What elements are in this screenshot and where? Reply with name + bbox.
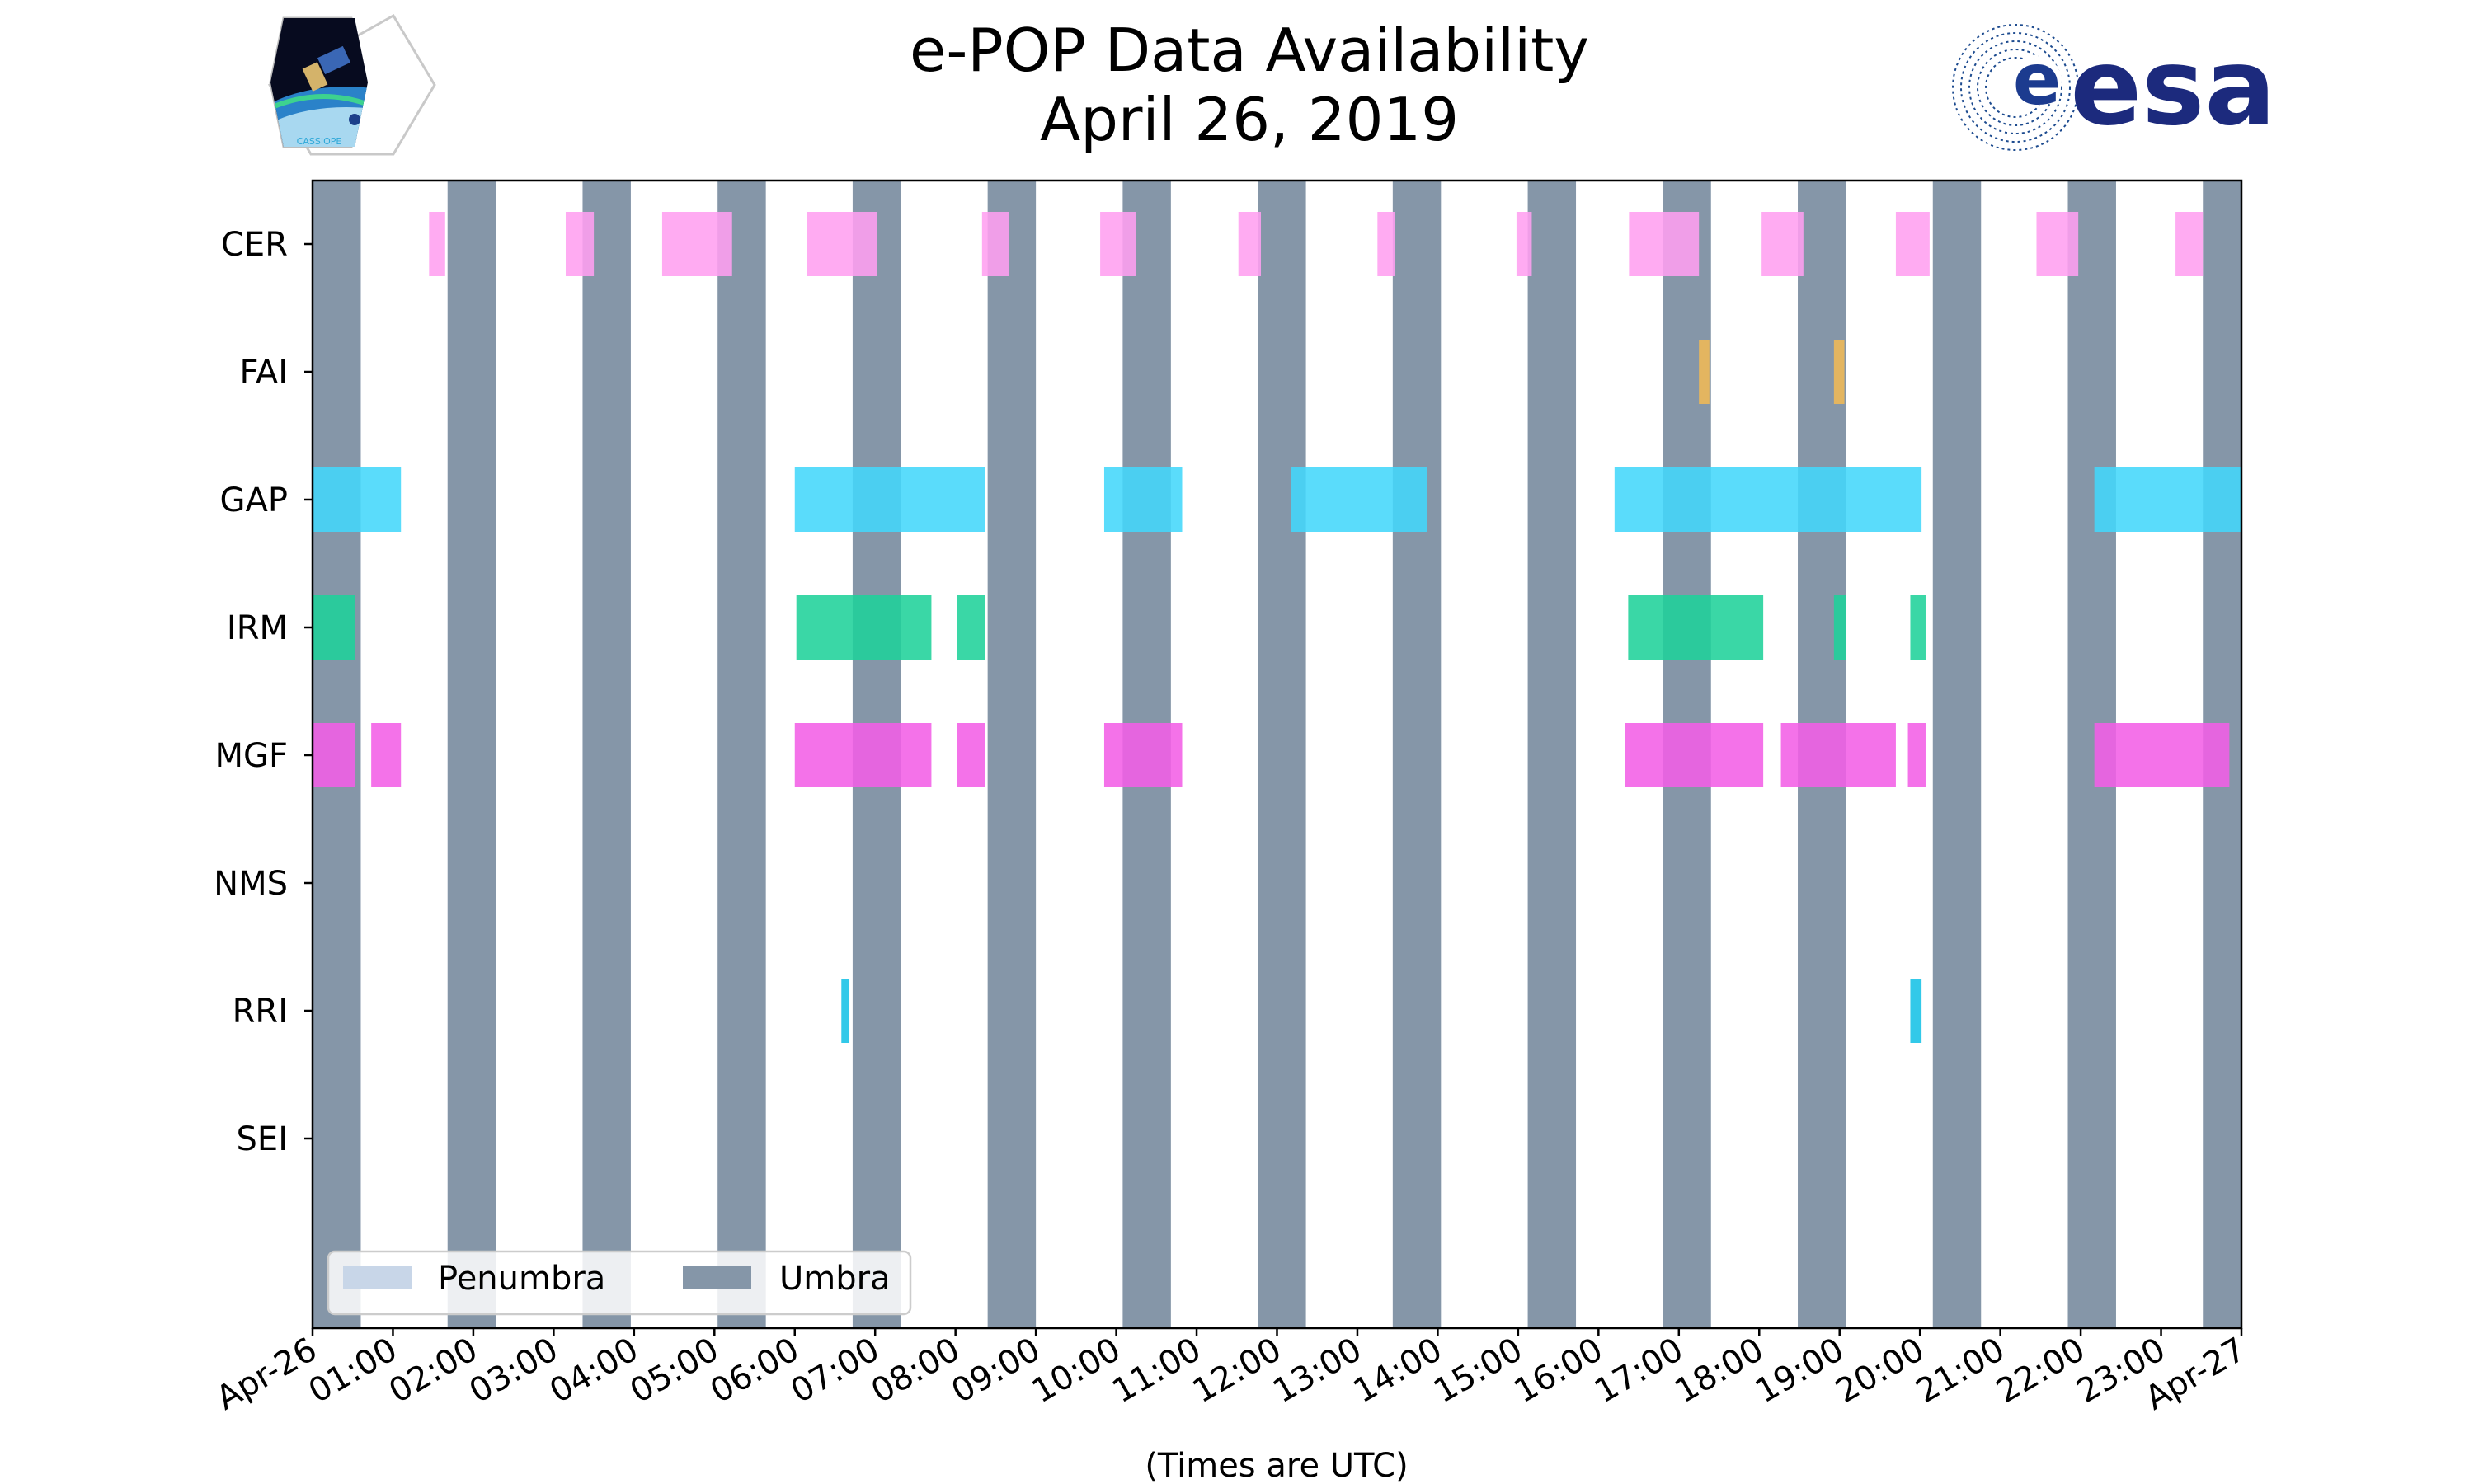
svg-text:e: e (2013, 39, 2061, 121)
chart-title: e-POP Data Availability (910, 16, 1589, 85)
x-tick-label: 11:00 (1106, 1331, 1207, 1411)
availability-bar-cer (2175, 212, 2204, 276)
availability-bar-cer (1238, 212, 1262, 276)
availability-bar-rri (841, 979, 850, 1043)
availability-bar-gap (794, 467, 985, 532)
x-tick-label: 04:00 (543, 1331, 645, 1411)
availability-bar-cer (2036, 212, 2079, 276)
x-tick-label: 15:00 (1427, 1331, 1529, 1411)
x-tick-label: 12:00 (1187, 1331, 1288, 1411)
availability-bar-mgf (2094, 723, 2230, 787)
x-tick-label: 10:00 (1026, 1331, 1127, 1411)
availability-bar-cer (429, 212, 445, 276)
availability-bar-mgf (1907, 723, 1926, 787)
x-tick-label: 05:00 (623, 1331, 725, 1411)
legend-label-penumbra: Penumbra (438, 1260, 605, 1298)
availability-bar-gap (1103, 467, 1183, 532)
x-tick-label: Apr-26 (210, 1331, 323, 1418)
availability-bar-cer (1895, 212, 1930, 276)
availability-bar-mgf (1780, 723, 1896, 787)
cassiope-logo: CASSIOPE (267, 13, 436, 156)
umbra-band (717, 181, 766, 1328)
umbra-band (987, 181, 1037, 1328)
availability-bar-irm (1833, 595, 1846, 660)
availability-bar-irm (313, 595, 355, 660)
availability-bar-cer (565, 212, 595, 276)
availability-bars (313, 212, 2241, 1043)
x-tick-label: 02:00 (383, 1331, 484, 1411)
availability-bar-gap (1614, 467, 1922, 532)
availability-bar-fai (1833, 340, 1845, 404)
x-axis: Apr-2601:0002:0003:0004:0005:0006:0007:0… (210, 1328, 2252, 1418)
x-tick-label: 21:00 (1910, 1331, 2011, 1411)
x-tick-label: 08:00 (865, 1331, 967, 1411)
x-tick-label: 14:00 (1348, 1331, 1449, 1411)
y-tick-label: CER (221, 226, 288, 264)
chart-subtitle: April 26, 2019 (1040, 85, 1459, 154)
availability-bar-cer (1516, 212, 1532, 276)
x-tick-label: 06:00 (704, 1331, 806, 1411)
y-tick-label: MGF (214, 737, 288, 775)
x-tick-label: 07:00 (784, 1331, 886, 1411)
legend: Penumbra Umbra (327, 1250, 912, 1316)
availability-bar-irm (957, 595, 985, 660)
legend-swatch-penumbra (343, 1266, 412, 1289)
x-tick-label: 13:00 (1267, 1331, 1368, 1411)
availability-bar-fai (1699, 340, 1710, 404)
umbra-band (1527, 181, 1577, 1328)
y-tick-label: GAP (220, 481, 288, 519)
umbra-bands (313, 181, 2241, 1328)
esa-logo-swirl: e (1952, 24, 2079, 151)
x-tick-label: 17:00 (1588, 1331, 1690, 1411)
availability-bar-cer (1629, 212, 1700, 276)
umbra-band (582, 181, 631, 1328)
y-axis: CER FAI GAP IRM MGF NMS RRI SEI (214, 226, 313, 1158)
legend-label-umbra: Umbra (779, 1260, 891, 1298)
x-tick-label: 22:00 (1990, 1331, 2091, 1411)
cassiope-logo-text: CASSIOPE (297, 136, 342, 147)
legend-box (327, 1250, 912, 1316)
umbra-band (1932, 181, 1982, 1328)
y-tick-label: NMS (214, 865, 288, 903)
availability-bar-irm (1628, 595, 1764, 660)
availability-bar-cer (1100, 212, 1136, 276)
legend-swatch-umbra (683, 1266, 751, 1289)
availability-bar-mgf (957, 723, 985, 787)
availability-bar-gap (313, 467, 402, 532)
x-tick-label: 01:00 (303, 1331, 404, 1411)
x-axis-label: (Times are UTC) (1145, 1447, 1408, 1484)
y-tick-label: IRM (227, 609, 288, 647)
umbra-band (1392, 181, 1442, 1328)
availability-bar-gap (2094, 467, 2241, 532)
x-tick-label: 16:00 (1507, 1331, 1609, 1411)
availability-bar-mgf (1625, 723, 1764, 787)
availability-bar-cer (807, 212, 877, 276)
y-tick-label: RRI (233, 993, 288, 1031)
availability-bar-mgf (794, 723, 932, 787)
x-tick-label: 03:00 (463, 1331, 565, 1411)
availability-bar-rri (1910, 979, 1922, 1043)
y-tick-label: FAI (240, 354, 289, 392)
availability-bar-mgf (313, 723, 355, 787)
esa-logo-text: esa (2070, 26, 2275, 149)
availability-bar-cer (1761, 212, 1804, 276)
y-tick-label: SEI (237, 1120, 288, 1158)
availability-bar-irm (1910, 595, 1926, 660)
availability-bar-cer (981, 212, 1009, 276)
availability-bar-cer (1377, 212, 1395, 276)
x-tick-label: 09:00 (945, 1331, 1047, 1411)
x-tick-label: 18:00 (1668, 1331, 1770, 1411)
umbra-band (447, 181, 496, 1328)
availability-bar-mgf (1103, 723, 1183, 787)
availability-bar-cer (661, 212, 732, 276)
availability-bar-irm (796, 595, 932, 660)
availability-bar-mgf (371, 723, 402, 787)
x-tick-label: 20:00 (1829, 1331, 1931, 1411)
x-tick-label: 19:00 (1749, 1331, 1851, 1411)
umbra-band (1258, 181, 1306, 1328)
esa-logo: e esa (1952, 24, 2276, 151)
availability-bar-gap (1291, 467, 1427, 532)
